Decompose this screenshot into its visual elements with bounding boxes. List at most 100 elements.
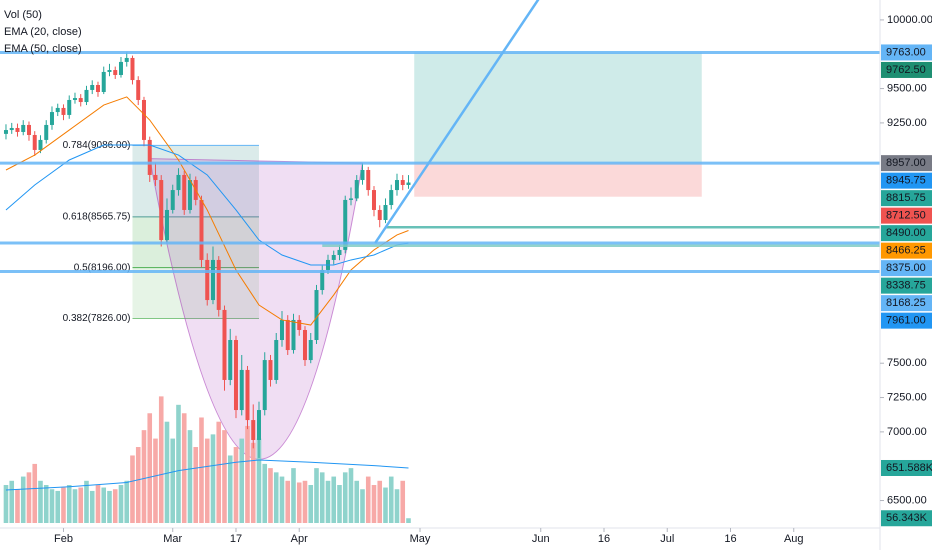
volume-bar	[268, 468, 273, 523]
candle-body	[90, 85, 95, 90]
candle-body	[176, 174, 181, 191]
volume-bar	[319, 472, 325, 523]
price-label: 8957.00	[886, 157, 926, 169]
candle-body	[274, 340, 279, 380]
volume-bar	[216, 421, 222, 523]
volume-bar	[388, 476, 394, 523]
volume-bar	[394, 489, 400, 523]
price-label-box	[881, 242, 932, 259]
candle-body	[389, 190, 394, 206]
candle-body	[124, 57, 129, 62]
volume-bar	[291, 468, 296, 523]
candle-body	[366, 170, 371, 191]
candle-body	[15, 127, 20, 132]
volume-bar	[256, 438, 262, 523]
candle-body	[337, 249, 342, 256]
x-tick-label: 16	[598, 533, 610, 545]
fib-level-label: 0.618(8565.75)	[63, 212, 131, 223]
volume-bar	[95, 485, 101, 523]
x-tick-label: Jun	[532, 533, 550, 545]
price-label-box	[881, 61, 932, 78]
candle-body	[245, 369, 250, 421]
candle-body	[291, 319, 296, 351]
fib-level-label: 0.382(7826.00)	[63, 313, 131, 324]
volume-bar	[250, 442, 256, 523]
candle-body	[348, 198, 353, 200]
candle-body	[406, 182, 411, 185]
volume-bar	[61, 487, 66, 523]
y-tick-label: 7250.00	[887, 391, 927, 403]
volume-bar	[210, 434, 216, 523]
volume-bar	[239, 438, 245, 523]
volume-ma-line	[5, 459, 409, 491]
candle-body	[331, 255, 336, 260]
volume-bar	[72, 489, 78, 523]
price-label: 8466.25	[886, 245, 926, 257]
y-tick-label: 9500.00	[887, 82, 927, 94]
volume-bar	[153, 438, 158, 523]
candle-body	[314, 290, 319, 341]
volume-bar	[199, 417, 204, 523]
price-label: 8815.75	[886, 192, 926, 204]
candle-body	[32, 134, 37, 150]
candle-body	[78, 98, 83, 103]
volume-bar	[273, 472, 279, 523]
volume-bar	[135, 447, 141, 523]
candle-body	[394, 180, 399, 191]
x-tick-label: 16	[724, 533, 736, 545]
volume-bar	[147, 413, 153, 523]
volume-bar	[296, 482, 302, 523]
price-label: 8712.50	[886, 210, 926, 222]
candle-body	[199, 199, 204, 260]
price-label-box	[881, 190, 932, 207]
candle-body	[141, 99, 146, 140]
candle-body	[44, 124, 49, 140]
price-label-box	[881, 260, 932, 277]
price-label-box	[881, 225, 932, 242]
candle-body	[383, 205, 388, 220]
volume-bar	[227, 455, 233, 523]
volume-bar	[181, 413, 187, 523]
candle-body	[360, 170, 365, 181]
volume-bar	[3, 485, 9, 523]
volume-bar	[354, 480, 360, 523]
volume-bar	[406, 518, 411, 523]
candle-body	[279, 319, 284, 341]
candle-body	[239, 369, 244, 411]
candle-body	[256, 410, 261, 440]
candle-body	[49, 112, 54, 125]
volume-bar	[371, 485, 377, 523]
x-tick-label: Apr	[291, 533, 308, 545]
price-label: 8945.75	[886, 175, 926, 187]
candle-body	[308, 340, 313, 361]
candle-body	[216, 259, 221, 310]
volume-bar	[84, 480, 89, 523]
price-label: 8168.25	[886, 297, 926, 309]
volume-bar	[130, 455, 135, 523]
volume-bar	[342, 472, 348, 523]
volume-bar	[66, 485, 72, 523]
volume-bar	[101, 487, 107, 523]
candle-body	[107, 70, 112, 72]
axes: 10000.00 9500.00 9250.00 7500.00 7250.00 7000…	[54, 14, 932, 545]
volume-bar	[365, 476, 371, 523]
volume-bar	[55, 490, 61, 523]
candle-body	[9, 127, 14, 131]
candle-body	[159, 180, 164, 241]
candle-body	[84, 89, 89, 103]
price-label-box	[881, 44, 932, 61]
price-label-box	[881, 277, 932, 294]
candle-body	[371, 190, 376, 210]
volume-bar	[112, 489, 118, 523]
fib-level-label: 0.784(9086.00)	[63, 140, 131, 151]
volume-bar	[262, 463, 268, 523]
candle-body	[343, 199, 348, 250]
candle-body	[320, 269, 325, 291]
x-tick-label: Aug	[784, 533, 804, 545]
candle-body	[147, 139, 152, 175]
volume-bar	[383, 487, 388, 523]
candle-body	[222, 309, 227, 380]
plot-area: 0.784(9086.00) 0.618(8565.75) 0.5(8196.00)…	[0, 0, 880, 523]
volume-bar	[9, 480, 15, 523]
volume-bar	[89, 490, 95, 523]
